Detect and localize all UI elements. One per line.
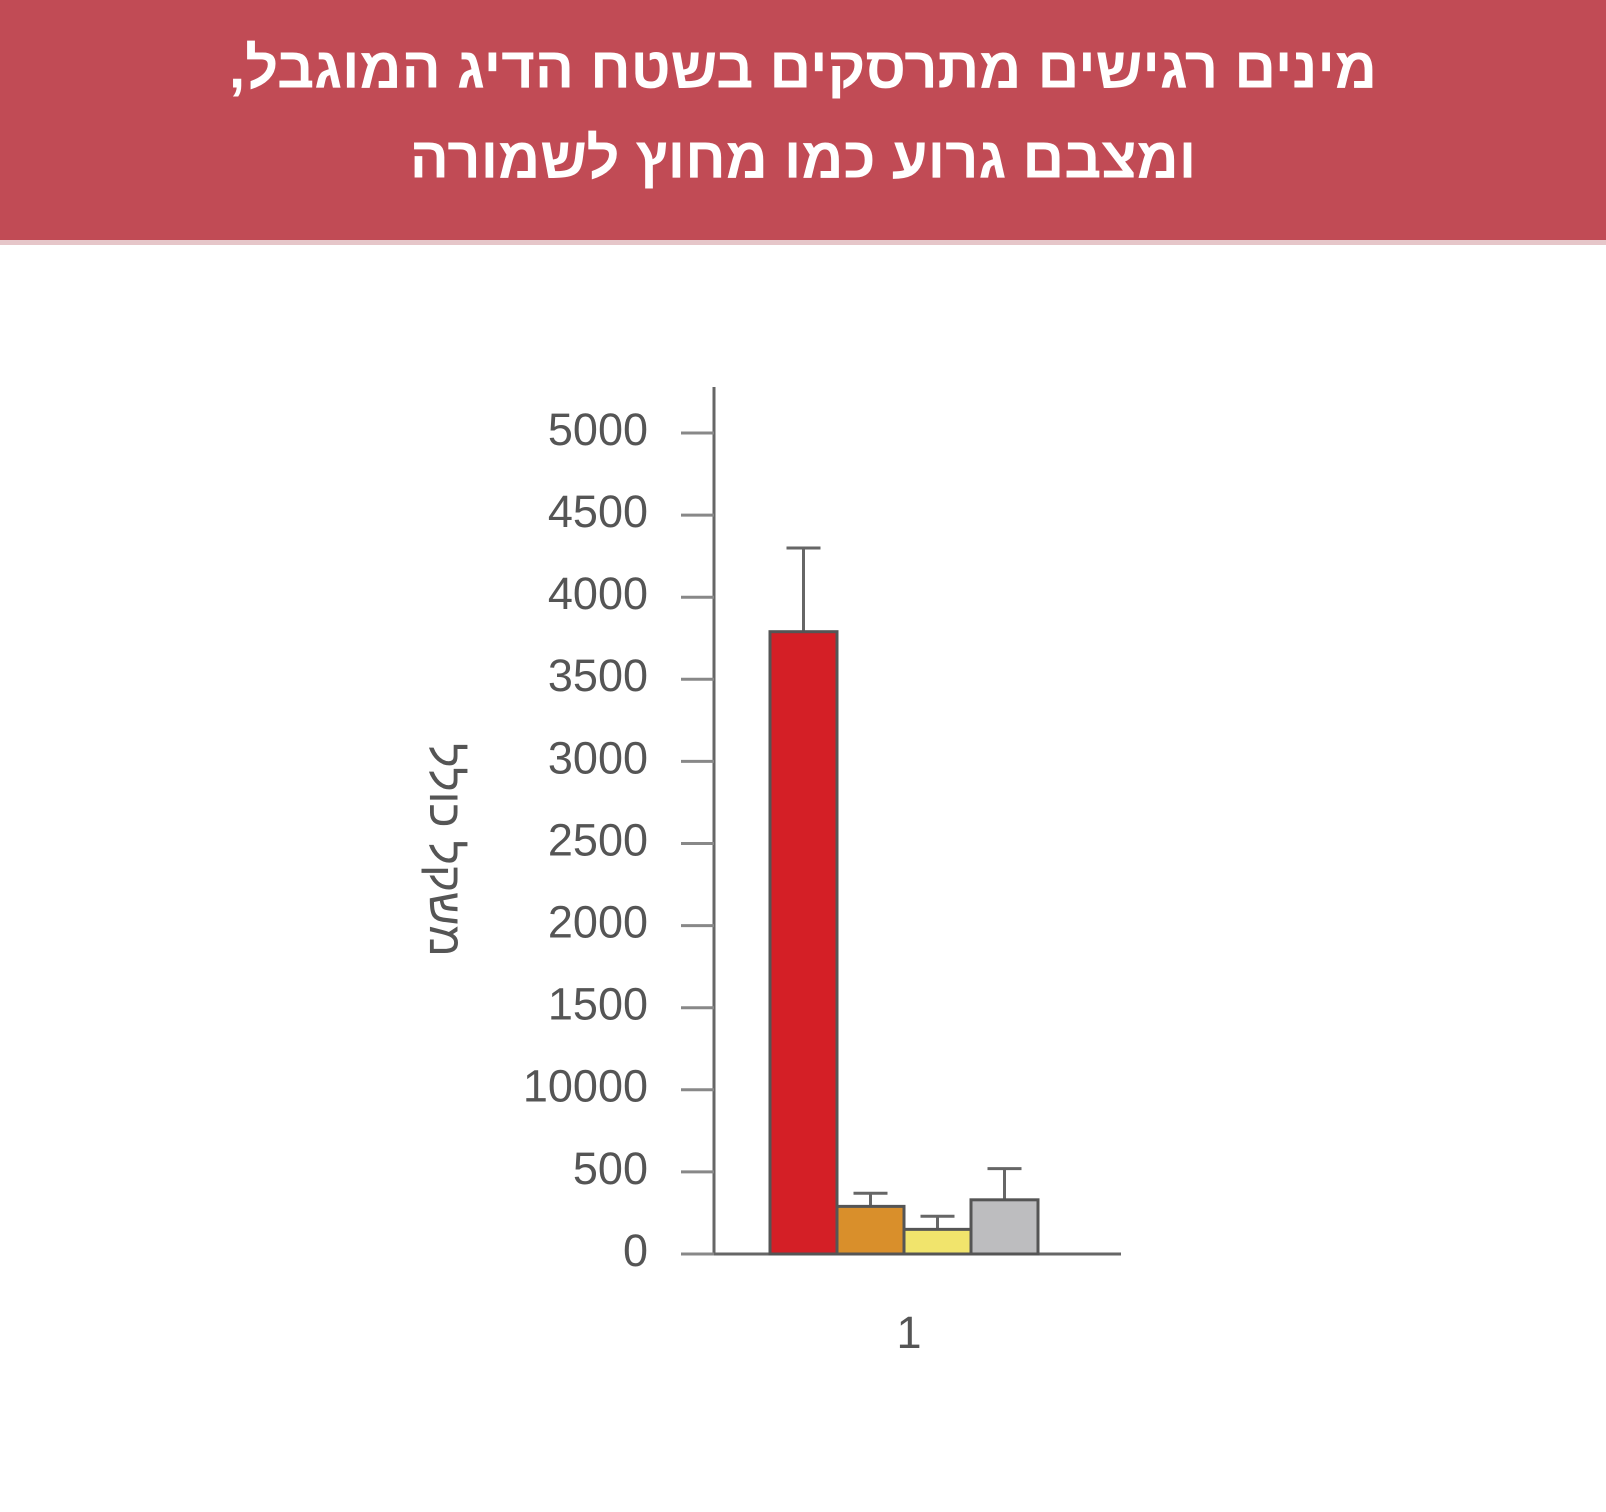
y-tick-label: 0 bbox=[623, 1225, 648, 1276]
title-banner bbox=[0, 0, 1606, 240]
y-tick-label: 3000 bbox=[548, 732, 648, 783]
y-tick-label: 4000 bbox=[548, 568, 648, 619]
y-tick-label: 2500 bbox=[548, 814, 648, 865]
bar bbox=[969, 1198, 1040, 1256]
x-tick-label: 1 bbox=[896, 1307, 921, 1358]
chart-title: ומצבם גרוע כמו מחוץ לשמורה bbox=[410, 125, 1197, 190]
bar bbox=[835, 1204, 906, 1256]
bar bbox=[902, 1227, 973, 1256]
bar bbox=[768, 630, 839, 1256]
y-tick-label: 1500 bbox=[548, 979, 648, 1030]
y-axis-label: משקל כולל bbox=[420, 743, 472, 956]
y-tick-label: 5000 bbox=[548, 404, 648, 455]
y-tick-label: 10000 bbox=[523, 1061, 648, 1112]
banner-shadow bbox=[0, 240, 1606, 245]
y-tick-label: 3500 bbox=[548, 650, 648, 701]
chart-title: מינים רגישים מתרסקים בשטח הדיג המוגבל, bbox=[229, 35, 1377, 100]
y-tick-label: 500 bbox=[573, 1143, 648, 1194]
y-tick-label: 2000 bbox=[548, 896, 648, 947]
y-tick-label: 4500 bbox=[548, 486, 648, 537]
